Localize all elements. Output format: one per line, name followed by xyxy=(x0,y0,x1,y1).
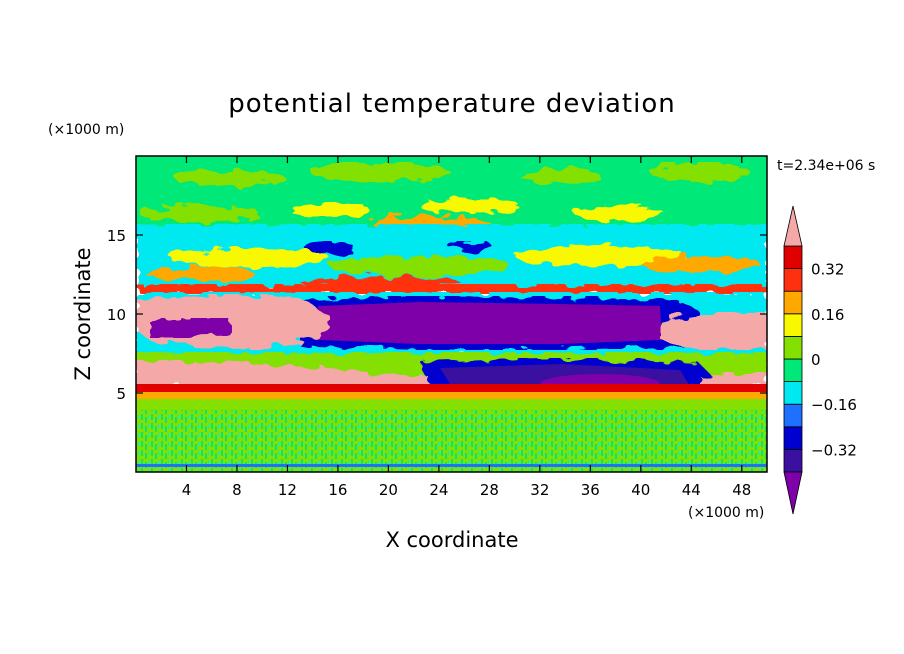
x-tick-label: 24 xyxy=(429,481,448,499)
colorbar-swatch xyxy=(783,426,803,450)
colorbar-swatch xyxy=(783,335,803,360)
x-tick-label: 36 xyxy=(581,481,600,499)
colorbar-under-arrow xyxy=(783,471,803,515)
x-unit-label: (×1000 m) xyxy=(688,505,764,521)
colorbar-tick-label: 0.32 xyxy=(811,261,844,279)
contour-field xyxy=(136,156,767,472)
colorbar-swatch xyxy=(783,245,803,270)
chart-title: potential temperature deviation xyxy=(228,89,675,119)
x-tick-label: 20 xyxy=(379,481,398,499)
x-tick-label: 28 xyxy=(480,481,499,499)
y-unit-label: (×1000 m) xyxy=(48,122,124,138)
y-ticks: 5 10 15 xyxy=(107,227,767,403)
colorbar-tick-label: −0.32 xyxy=(811,441,857,459)
colorbar-swatch xyxy=(783,290,803,315)
colorbar: 0.32 0.16 0 −0.16 −0.32 xyxy=(783,205,857,515)
colorbar-swatch xyxy=(783,381,803,405)
y-tick-label: 5 xyxy=(116,385,126,403)
colorbar-swatch xyxy=(783,358,803,383)
x-tick-label: 8 xyxy=(232,481,242,499)
colorbar-tick-label: 0.16 xyxy=(811,306,844,324)
field-warm-layer xyxy=(136,360,430,386)
colorbar-swatch xyxy=(783,448,803,473)
x-tick-label: 32 xyxy=(530,481,549,499)
x-tick-label: 4 xyxy=(182,481,192,499)
x-tick-label: 40 xyxy=(631,481,650,499)
x-tick-label: 48 xyxy=(732,481,751,499)
colorbar-tick-label: −0.16 xyxy=(811,396,857,414)
time-label: t=2.34e+06 s xyxy=(777,158,875,174)
field-warm-right xyxy=(660,312,767,350)
colorbar-swatch xyxy=(783,403,803,428)
field-boundary-layer xyxy=(136,410,767,472)
y-tick-label: 15 xyxy=(107,227,126,245)
colorbar-over-arrow xyxy=(783,205,803,247)
x-axis-label: X coordinate xyxy=(385,528,518,552)
colorbar-tick-label: 0 xyxy=(811,351,821,369)
x-tick-label: 16 xyxy=(328,481,347,499)
y-tick-label: 10 xyxy=(107,306,126,324)
colorbar-swatch xyxy=(783,313,803,337)
colorbar-swatch xyxy=(783,268,803,292)
y-axis-label: Z coordinate xyxy=(71,247,95,380)
x-tick-label: 12 xyxy=(278,481,297,499)
x-ticks: 4 8 12 16 20 24 28 32 36 40 44 48 xyxy=(182,156,751,499)
x-tick-label: 44 xyxy=(682,481,701,499)
